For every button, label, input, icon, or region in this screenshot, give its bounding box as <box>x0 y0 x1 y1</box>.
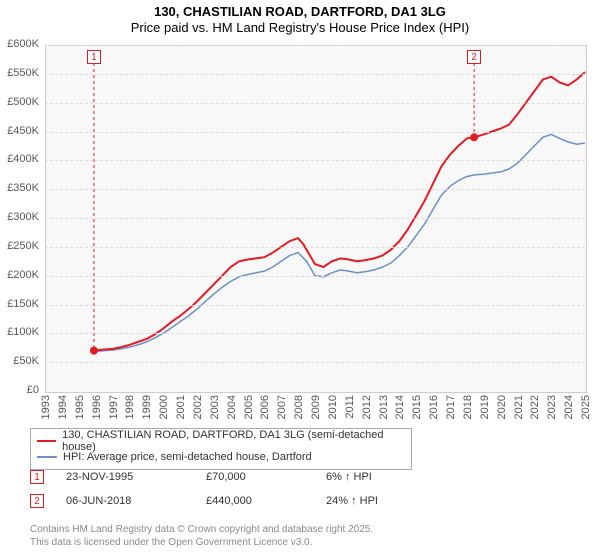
x-axis-tick-label: 2022 <box>529 395 541 419</box>
x-axis-tick-label: 2020 <box>496 395 508 419</box>
x-axis-tick-label: 1997 <box>108 395 120 419</box>
legend-swatch <box>37 440 56 442</box>
x-axis-tick-label: 2006 <box>259 395 271 419</box>
x-axis-tick-label: 2025 <box>580 395 592 419</box>
y-axis-tick-label: £500K <box>0 96 39 108</box>
gridline <box>45 247 585 248</box>
sale-pct-2: 24% ↑ HPI <box>326 495 426 507</box>
title-address: 130, CHASTILIAN ROAD, DARTFORD, DA1 3LG <box>0 4 600 19</box>
gridline <box>45 132 585 133</box>
gridline <box>45 333 585 334</box>
x-axis-tick-label: 2010 <box>327 395 339 419</box>
marker-dot <box>470 133 478 141</box>
x-axis-tick-label: 2018 <box>462 395 474 419</box>
x-axis-tick-label: 2004 <box>226 395 238 419</box>
title-subtitle: Price paid vs. HM Land Registry's House … <box>0 20 600 35</box>
title-block: 130, CHASTILIAN ROAD, DARTFORD, DA1 3LG … <box>0 0 600 35</box>
legend-row: 130, CHASTILIAN ROAD, DARTFORD, DA1 3LG … <box>37 433 405 449</box>
x-axis-tick-label: 2005 <box>243 395 255 419</box>
x-axis-tick-label: 2001 <box>175 395 187 419</box>
y-axis-tick-label: £50K <box>0 355 39 367</box>
y-axis-tick-label: £300K <box>0 211 39 223</box>
y-axis-tick-label: £100K <box>0 326 39 338</box>
x-axis-tick-label: 2014 <box>394 395 406 419</box>
x-axis-tick-label: 2011 <box>344 395 356 419</box>
x-axis-tick-label: 2021 <box>513 395 525 419</box>
legend-label: HPI: Average price, semi-detached house,… <box>63 451 312 463</box>
footnote-licence: This data is licensed under the Open Gov… <box>30 537 312 548</box>
y-axis-tick-label: £350K <box>0 182 39 194</box>
x-axis-tick-label: 2019 <box>479 395 491 419</box>
gridline <box>45 160 585 161</box>
gridline <box>45 305 585 306</box>
x-axis-tick-label: 2013 <box>378 395 390 419</box>
x-axis-tick-label: 2016 <box>428 395 440 419</box>
y-axis-tick-label: £450K <box>0 125 39 137</box>
gridline <box>45 362 585 363</box>
legend-box: 130, CHASTILIAN ROAD, DARTFORD, DA1 3LG … <box>30 428 412 470</box>
chart-area: £0 £50K £100K £150K £200K £250K £300K £350K £400… <box>0 39 600 419</box>
sale-pct-1: 6% ↑ HPI <box>326 471 426 483</box>
y-axis-tick-label: £600K <box>0 38 39 50</box>
x-axis-tick-label: 2003 <box>209 395 221 419</box>
x-axis-tick-label: 2015 <box>411 395 423 419</box>
gridline <box>45 74 585 75</box>
gridline <box>45 218 585 219</box>
y-axis-tick-label: £400K <box>0 153 39 165</box>
x-axis-tick-label: 2012 <box>361 395 373 419</box>
sale-date-2: 06-JUN-2018 <box>66 495 206 507</box>
y-axis-tick-label: £0 <box>0 384 39 396</box>
x-axis-tick-label: 1996 <box>91 395 103 419</box>
sale-date-1: 23-NOV-1995 <box>66 471 206 483</box>
x-axis-tick-label: 2000 <box>158 395 170 419</box>
x-axis-tick-label: 1993 <box>40 395 52 419</box>
marker-dot <box>90 347 98 355</box>
x-axis-tick-label: 2007 <box>276 395 288 419</box>
y-axis-tick-label: £250K <box>0 240 39 252</box>
sale-row-1: 1 23-NOV-1995 £70,000 6% ↑ HPI <box>30 470 570 484</box>
gridline <box>45 276 585 277</box>
gridline <box>45 103 585 104</box>
sale-marker-2: 2 <box>30 494 44 508</box>
x-axis-tick-label: 1998 <box>124 395 136 419</box>
x-axis-tick-label: 1999 <box>141 395 153 419</box>
x-axis-tick-label: 2023 <box>546 395 558 419</box>
gridline <box>45 45 585 46</box>
x-axis-tick-label: 1994 <box>57 395 69 419</box>
x-axis-tick-label: 2009 <box>310 395 322 419</box>
legend-label: 130, CHASTILIAN ROAD, DARTFORD, DA1 3LG … <box>62 429 405 453</box>
x-axis-tick-label: 2024 <box>563 395 575 419</box>
gridline <box>45 189 585 190</box>
marker-box-2: 2 <box>467 50 481 64</box>
sale-price-2: £440,000 <box>206 495 326 507</box>
chart-svg <box>0 39 587 393</box>
y-axis-tick-label: £200K <box>0 269 39 281</box>
x-axis-tick-label: 2002 <box>192 395 204 419</box>
footnote-copyright: Contains HM Land Registry data © Crown c… <box>30 524 373 535</box>
marker-box-1: 1 <box>87 50 101 64</box>
x-axis-tick-label: 2008 <box>293 395 305 419</box>
legend-swatch <box>37 456 57 458</box>
x-axis-tick-label: 1995 <box>74 395 86 419</box>
series-line <box>94 72 585 351</box>
sale-row-2: 2 06-JUN-2018 £440,000 24% ↑ HPI <box>30 494 570 508</box>
sale-marker-1: 1 <box>30 470 44 484</box>
x-axis-tick-label: 2017 <box>445 395 457 419</box>
sale-price-1: £70,000 <box>206 471 326 483</box>
y-axis-tick-label: £550K <box>0 67 39 79</box>
y-axis-tick-label: £150K <box>0 298 39 310</box>
series-line <box>94 134 585 351</box>
